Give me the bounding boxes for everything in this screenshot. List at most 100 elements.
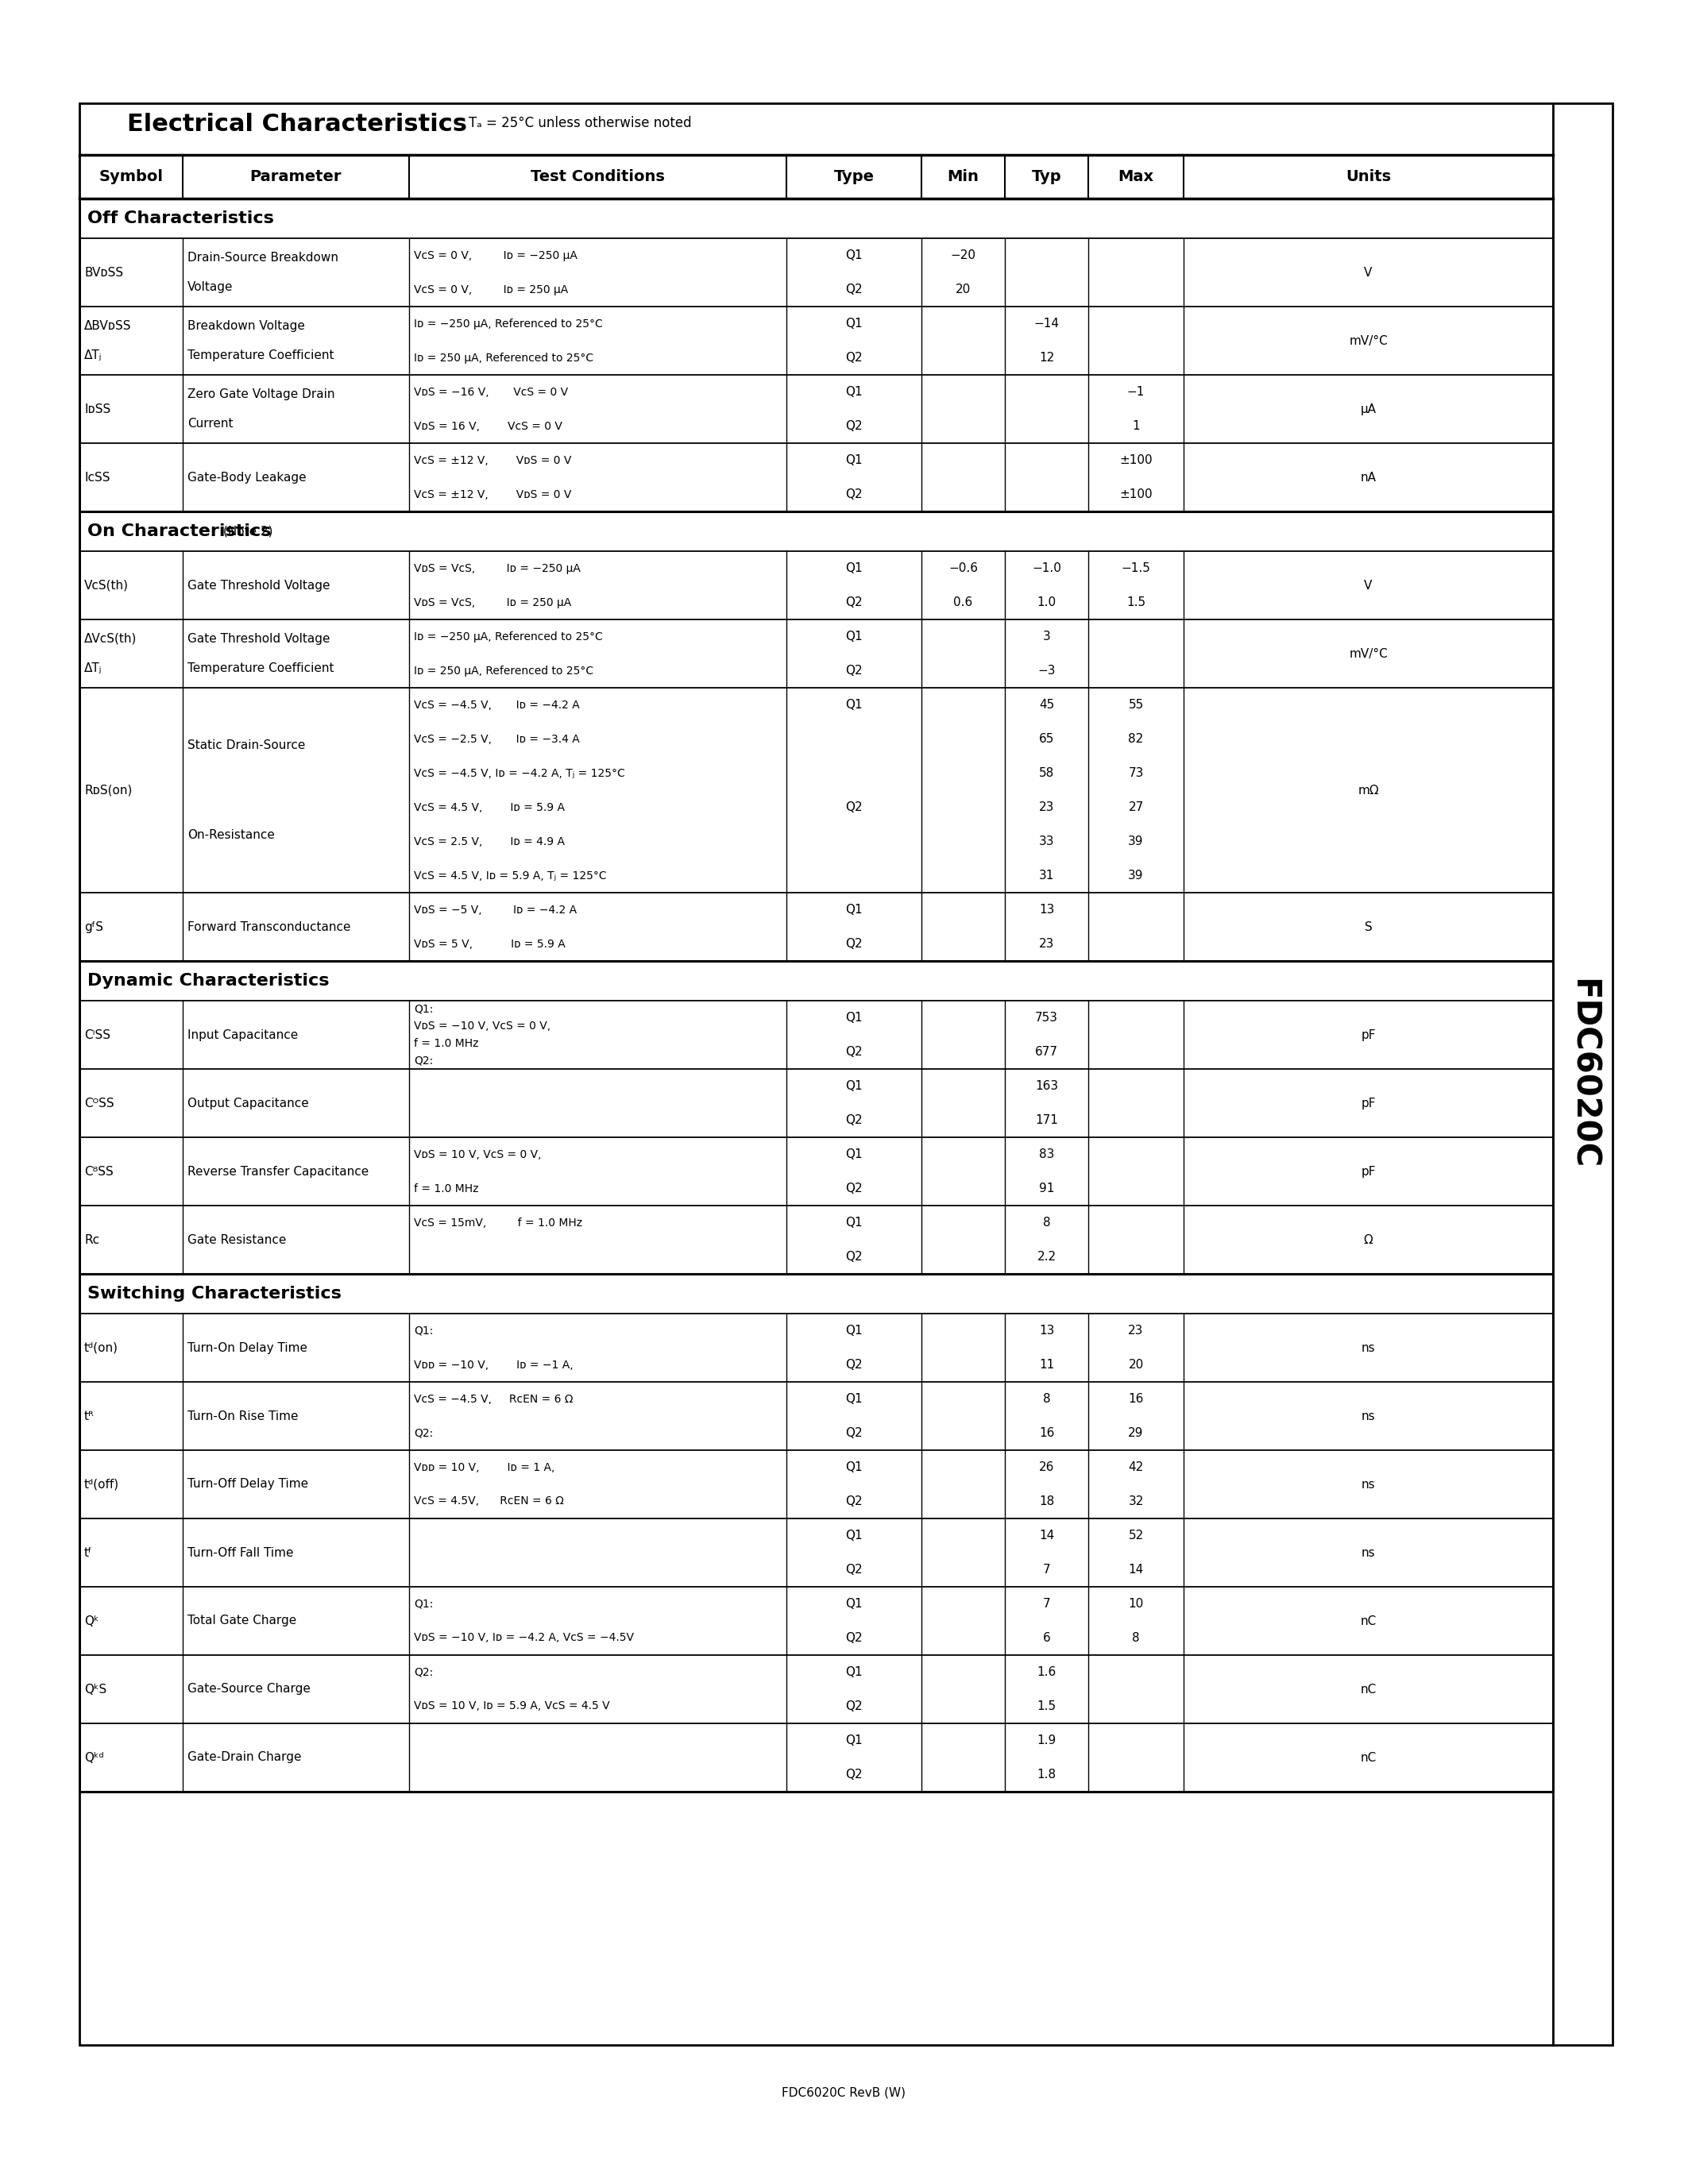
Text: 29: 29 <box>1128 1426 1144 1439</box>
Text: Iᴅ = −250 μA, Referenced to 25°C: Iᴅ = −250 μA, Referenced to 25°C <box>414 319 603 330</box>
Text: CᴽSS: CᴽSS <box>84 1166 113 1177</box>
Text: ns: ns <box>1361 1341 1376 1354</box>
Text: Q2: Q2 <box>846 1426 863 1439</box>
Text: Voltage: Voltage <box>187 282 233 293</box>
Text: VᴄS = −4.5 V,       Iᴅ = −4.2 A: VᴄS = −4.5 V, Iᴅ = −4.2 A <box>414 699 579 710</box>
Text: 82: 82 <box>1128 734 1143 745</box>
Text: VᴄS = −4.5 V, Iᴅ = −4.2 A, Tⱼ = 125°C: VᴄS = −4.5 V, Iᴅ = −4.2 A, Tⱼ = 125°C <box>414 767 625 780</box>
Text: Iᴅ = 250 μA, Referenced to 25°C: Iᴅ = 250 μA, Referenced to 25°C <box>414 352 594 363</box>
Text: 13: 13 <box>1038 1326 1055 1337</box>
Text: 10: 10 <box>1128 1599 1143 1610</box>
Text: nA: nA <box>1361 472 1376 483</box>
Text: 26: 26 <box>1038 1461 1055 1474</box>
Text: 8: 8 <box>1043 1393 1050 1404</box>
Text: Turn-On Rise Time: Turn-On Rise Time <box>187 1411 299 1422</box>
Text: VᴅS = VᴄS,         Iᴅ = −250 μA: VᴅS = VᴄS, Iᴅ = −250 μA <box>414 563 581 574</box>
Text: VᴄS = −4.5 V,     RᴄEN = 6 Ω: VᴄS = −4.5 V, RᴄEN = 6 Ω <box>414 1393 574 1404</box>
Text: −1.0: −1.0 <box>1031 561 1062 574</box>
Text: ns: ns <box>1361 1479 1376 1489</box>
Text: VᴅS = 10 V, Iᴅ = 5.9 A, VᴄS = 4.5 V: VᴅS = 10 V, Iᴅ = 5.9 A, VᴄS = 4.5 V <box>414 1701 609 1712</box>
Text: Q1: Q1 <box>846 1461 863 1474</box>
Text: −1.5: −1.5 <box>1121 561 1151 574</box>
Text: Iᴅ = −250 μA, Referenced to 25°C: Iᴅ = −250 μA, Referenced to 25°C <box>414 631 603 642</box>
Text: 0.6: 0.6 <box>954 596 972 609</box>
Text: Q2: Q2 <box>846 802 863 812</box>
Text: Q1: Q1 <box>846 631 863 642</box>
Text: Parameter: Parameter <box>250 168 341 183</box>
Text: 14: 14 <box>1038 1529 1055 1542</box>
Text: Gate Resistance: Gate Resistance <box>187 1234 287 1245</box>
Text: RᴅS(on): RᴅS(on) <box>84 784 132 797</box>
Text: 3: 3 <box>1043 631 1050 642</box>
Text: Q1:: Q1: <box>414 1005 434 1016</box>
Text: ΔTⱼ: ΔTⱼ <box>84 662 101 675</box>
Text: VᴅS = −10 V, VᴄS = 0 V,: VᴅS = −10 V, VᴄS = 0 V, <box>414 1020 550 1031</box>
Text: V: V <box>1364 579 1372 592</box>
Text: 39: 39 <box>1128 869 1144 882</box>
Text: Min: Min <box>947 168 979 183</box>
Text: 1.5: 1.5 <box>1036 1701 1057 1712</box>
Text: 32: 32 <box>1128 1496 1144 1507</box>
Text: VᴄS = 0 V,         Iᴅ = 250 μA: VᴄS = 0 V, Iᴅ = 250 μA <box>414 284 569 295</box>
Text: 73: 73 <box>1128 767 1144 780</box>
Text: 8: 8 <box>1133 1631 1139 1645</box>
Text: Forward Transconductance: Forward Transconductance <box>187 922 351 933</box>
Text: tᵈ(on): tᵈ(on) <box>84 1341 118 1354</box>
Text: Typ: Typ <box>1031 168 1062 183</box>
Text: 7: 7 <box>1043 1564 1050 1575</box>
Text: 7: 7 <box>1043 1599 1050 1610</box>
Text: VᴄS = 2.5 V,        Iᴅ = 4.9 A: VᴄS = 2.5 V, Iᴅ = 4.9 A <box>414 836 565 847</box>
Text: 65: 65 <box>1038 734 1055 745</box>
Text: Turn-Off Delay Time: Turn-Off Delay Time <box>187 1479 309 1489</box>
Text: Total Gate Charge: Total Gate Charge <box>187 1614 297 1627</box>
Text: mV/°C: mV/°C <box>1349 649 1388 660</box>
Text: VᴄS = 15mV,         f = 1.0 MHz: VᴄS = 15mV, f = 1.0 MHz <box>414 1216 582 1227</box>
Bar <box>79 103 1612 2044</box>
Text: IᴅSS: IᴅSS <box>84 404 111 415</box>
Text: Max: Max <box>1117 168 1155 183</box>
Text: QᵏS: QᵏS <box>84 1684 106 1695</box>
Text: Gate-Source Charge: Gate-Source Charge <box>187 1684 311 1695</box>
Text: Q2: Q2 <box>846 489 863 500</box>
Text: Drain-Source Breakdown: Drain-Source Breakdown <box>187 251 338 264</box>
Text: Q2: Q2 <box>846 284 863 295</box>
Text: Q2:: Q2: <box>414 1055 434 1066</box>
Text: Q2: Q2 <box>846 664 863 677</box>
Text: 42: 42 <box>1128 1461 1143 1474</box>
Text: Q2: Q2 <box>846 937 863 950</box>
Text: Q1: Q1 <box>846 1393 863 1404</box>
Text: 171: 171 <box>1035 1114 1058 1127</box>
Text: Iᴅ = 250 μA, Referenced to 25°C: Iᴅ = 250 μA, Referenced to 25°C <box>414 666 594 677</box>
Text: Units: Units <box>1345 168 1391 183</box>
Text: Q1: Q1 <box>846 1529 863 1542</box>
Text: CᴵSS: CᴵSS <box>84 1029 110 1042</box>
Text: tᶠ: tᶠ <box>84 1546 93 1559</box>
Text: gᶠS: gᶠS <box>84 922 103 933</box>
Text: ns: ns <box>1361 1546 1376 1559</box>
Text: VᴅS = 5 V,           Iᴅ = 5.9 A: VᴅS = 5 V, Iᴅ = 5.9 A <box>414 939 565 950</box>
Text: mV/°C: mV/°C <box>1349 334 1388 347</box>
Text: Q1: Q1 <box>846 1599 863 1610</box>
Text: Q1: Q1 <box>846 1081 863 1092</box>
Text: nC: nC <box>1361 1614 1376 1627</box>
Text: On-Resistance: On-Resistance <box>187 830 275 841</box>
Text: 39: 39 <box>1128 836 1144 847</box>
Text: Current: Current <box>187 417 233 430</box>
Text: Q2: Q2 <box>846 1358 863 1372</box>
Text: −0.6: −0.6 <box>949 561 977 574</box>
Text: f = 1.0 MHz: f = 1.0 MHz <box>414 1037 479 1048</box>
Text: BVᴅSS: BVᴅSS <box>84 266 123 277</box>
Text: VᴄS = ±12 V,        VᴅS = 0 V: VᴄS = ±12 V, VᴅS = 0 V <box>414 489 572 500</box>
Text: VᴅS = −10 V, Iᴅ = −4.2 A, VᴄS = −4.5V: VᴅS = −10 V, Iᴅ = −4.2 A, VᴄS = −4.5V <box>414 1631 635 1645</box>
Text: Q2: Q2 <box>846 1496 863 1507</box>
Text: ΔBVᴅSS: ΔBVᴅSS <box>84 319 132 332</box>
Text: Q1: Q1 <box>846 1326 863 1337</box>
Text: 753: 753 <box>1035 1011 1058 1024</box>
Text: Turn-On Delay Time: Turn-On Delay Time <box>187 1341 307 1354</box>
Text: VᴄS = ±12 V,        VᴅS = 0 V: VᴄS = ±12 V, VᴅS = 0 V <box>414 454 572 465</box>
Text: VᴅS = −5 V,         Iᴅ = −4.2 A: VᴅS = −5 V, Iᴅ = −4.2 A <box>414 904 577 915</box>
Text: 11: 11 <box>1038 1358 1055 1372</box>
Text: (Note 2): (Note 2) <box>223 526 273 537</box>
Text: Zero Gate Voltage Drain: Zero Gate Voltage Drain <box>187 389 334 400</box>
Text: On Characteristics: On Characteristics <box>88 524 272 539</box>
